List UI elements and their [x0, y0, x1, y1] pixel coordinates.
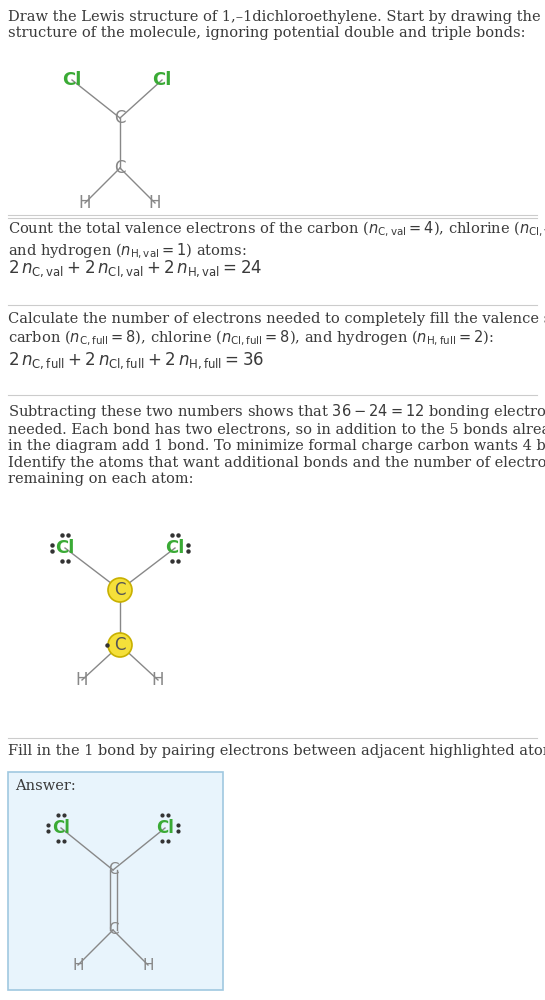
- Text: C: C: [114, 159, 126, 177]
- Text: H: H: [152, 671, 164, 689]
- Text: H: H: [149, 194, 161, 212]
- Text: C: C: [114, 636, 126, 654]
- Ellipse shape: [108, 578, 132, 602]
- FancyBboxPatch shape: [8, 772, 223, 990]
- Text: H: H: [76, 671, 88, 689]
- Text: Answer:: Answer:: [15, 779, 76, 793]
- Text: Cl: Cl: [52, 819, 70, 837]
- Text: Calculate the number of electrons needed to completely fill the valence shells f: Calculate the number of electrons needed…: [8, 312, 545, 348]
- Ellipse shape: [108, 633, 132, 657]
- Text: C: C: [114, 109, 126, 127]
- Text: Draw the Lewis structure of 1,–1dichloroethylene. Start by drawing the overall
s: Draw the Lewis structure of 1,–1dichloro…: [8, 10, 545, 40]
- Text: H: H: [142, 958, 154, 972]
- Text: Count the total valence electrons of the carbon ($n_{\mathrm{C,val}} = 4$), chlo: Count the total valence electrons of the…: [8, 220, 545, 261]
- Text: Cl: Cl: [156, 819, 174, 837]
- Text: Cl: Cl: [55, 539, 75, 557]
- Text: C: C: [108, 862, 118, 878]
- Text: H: H: [72, 958, 84, 972]
- Text: $2\,n_{\mathrm{C,full}} + 2\,n_{\mathrm{Cl,full}} + 2\,n_{\mathrm{H,full}} = 36$: $2\,n_{\mathrm{C,full}} + 2\,n_{\mathrm{…: [8, 350, 264, 371]
- Text: C: C: [108, 922, 118, 938]
- Text: Fill in the 1 bond by pairing electrons between adjacent highlighted atoms:: Fill in the 1 bond by pairing electrons …: [8, 744, 545, 758]
- Text: Subtracting these two numbers shows that $36 - 24 = 12$ bonding electrons are
ne: Subtracting these two numbers shows that…: [8, 402, 545, 486]
- Text: C: C: [114, 581, 126, 599]
- Text: Cl: Cl: [165, 539, 185, 557]
- Text: $2\,n_{\mathrm{C,val}} + 2\,n_{\mathrm{Cl,val}} + 2\,n_{\mathrm{H,val}} = 24$: $2\,n_{\mathrm{C,val}} + 2\,n_{\mathrm{C…: [8, 258, 262, 279]
- Text: H: H: [78, 194, 91, 212]
- Text: Cl: Cl: [152, 71, 172, 89]
- Text: Cl: Cl: [62, 71, 82, 89]
